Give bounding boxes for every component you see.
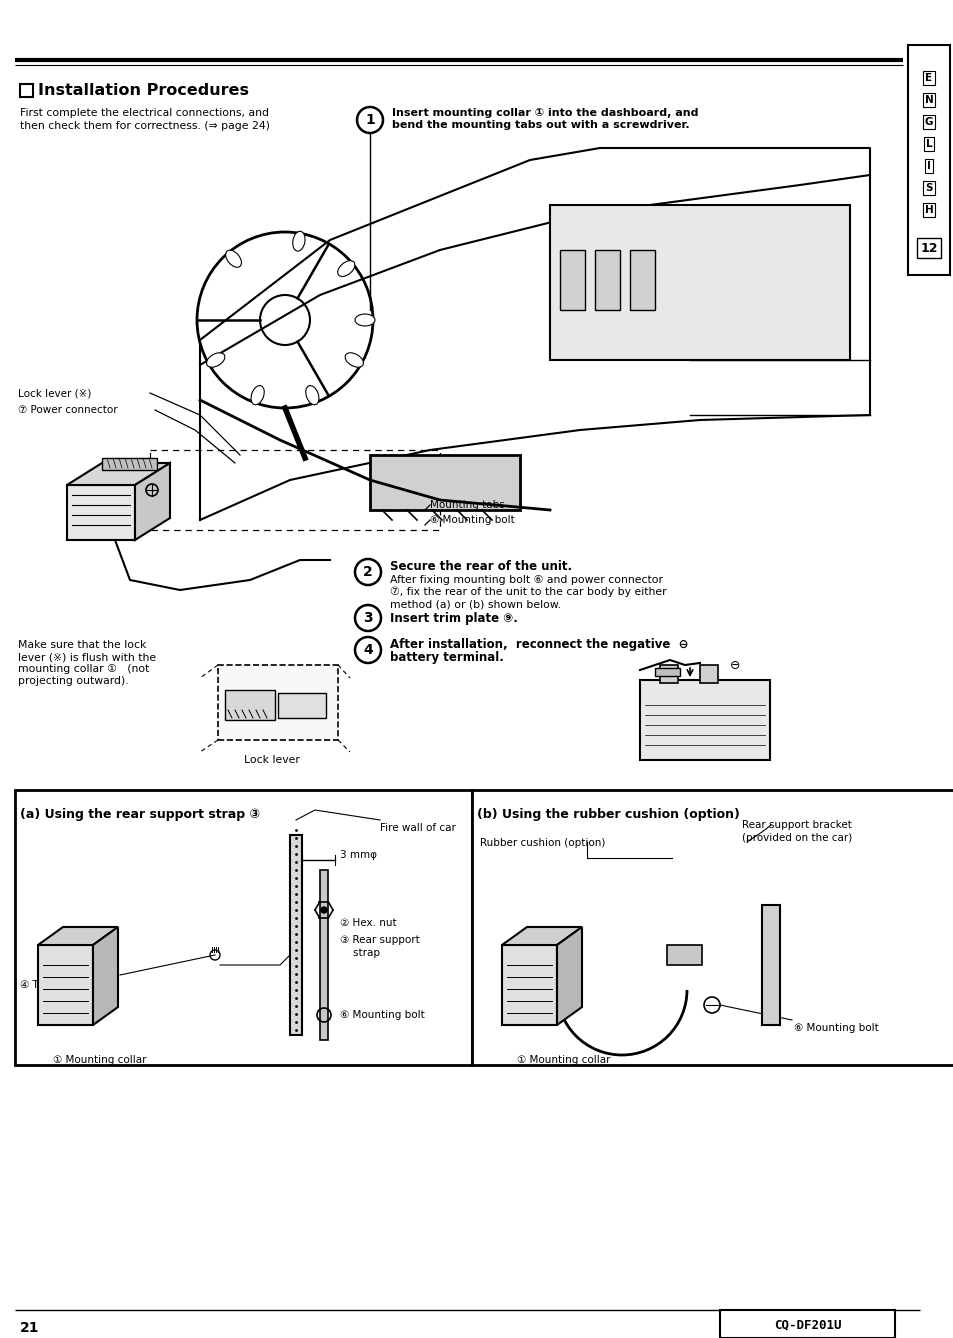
Ellipse shape bbox=[337, 261, 355, 277]
Text: S: S bbox=[924, 183, 932, 193]
Text: Insert trim plate ⑨.: Insert trim plate ⑨. bbox=[390, 611, 517, 625]
Bar bbox=[559, 250, 584, 310]
Text: ① Mounting collar: ① Mounting collar bbox=[517, 1054, 610, 1065]
Bar bbox=[218, 665, 337, 740]
Text: ⊖: ⊖ bbox=[729, 658, 740, 672]
Ellipse shape bbox=[345, 353, 363, 367]
Bar bbox=[225, 690, 274, 720]
Text: Secure the rear of the unit.: Secure the rear of the unit. bbox=[390, 561, 572, 573]
Bar bbox=[700, 665, 718, 682]
Text: 4: 4 bbox=[363, 644, 373, 657]
Ellipse shape bbox=[251, 385, 264, 405]
Text: bend the mounting tabs out with a screwdriver.: bend the mounting tabs out with a screwd… bbox=[392, 120, 689, 130]
Ellipse shape bbox=[226, 250, 241, 268]
Text: Lock lever: Lock lever bbox=[244, 755, 299, 765]
Text: lever (※) is flush with the: lever (※) is flush with the bbox=[18, 652, 156, 662]
Bar bbox=[639, 680, 769, 760]
Bar bbox=[472, 789, 953, 1065]
Text: ⑦, fix the rear of the unit to the car body by either: ⑦, fix the rear of the unit to the car b… bbox=[390, 587, 666, 598]
Circle shape bbox=[355, 637, 380, 664]
Text: ⑥ Mounting bolt: ⑥ Mounting bolt bbox=[430, 515, 515, 524]
Text: N: N bbox=[923, 95, 932, 104]
Text: projecting outward).: projecting outward). bbox=[18, 676, 129, 686]
Circle shape bbox=[355, 559, 380, 585]
Bar bbox=[20, 84, 33, 96]
Text: ③ Rear support: ③ Rear support bbox=[339, 935, 419, 945]
Polygon shape bbox=[501, 927, 581, 945]
Text: mounting collar ①   (not: mounting collar ① (not bbox=[18, 664, 150, 674]
Text: Installation Procedures: Installation Procedures bbox=[38, 83, 249, 98]
Text: 21: 21 bbox=[20, 1321, 39, 1335]
Text: 2: 2 bbox=[363, 565, 373, 579]
Text: After fixing mounting bolt ⑥ and power connector: After fixing mounting bolt ⑥ and power c… bbox=[390, 575, 662, 585]
Text: 3 mmφ: 3 mmφ bbox=[339, 850, 376, 860]
Bar bbox=[720, 1310, 894, 1338]
Text: (provided on the car): (provided on the car) bbox=[741, 834, 851, 843]
Ellipse shape bbox=[306, 385, 318, 405]
Text: Rear support bracket: Rear support bracket bbox=[741, 820, 851, 830]
Text: Fire wall of car: Fire wall of car bbox=[379, 823, 456, 834]
Text: ④ Tapping screw: ④ Tapping screw bbox=[20, 979, 107, 990]
Circle shape bbox=[320, 907, 327, 913]
Text: 3: 3 bbox=[363, 611, 373, 625]
Bar bbox=[67, 484, 135, 541]
Bar bbox=[38, 945, 92, 1025]
Text: Lock lever (※): Lock lever (※) bbox=[18, 388, 91, 397]
Text: strap: strap bbox=[339, 949, 379, 958]
Ellipse shape bbox=[293, 231, 305, 252]
Bar bbox=[370, 455, 519, 510]
Polygon shape bbox=[67, 463, 170, 484]
Bar bbox=[550, 205, 849, 360]
Text: I: I bbox=[926, 161, 930, 171]
Bar bbox=[907, 45, 949, 276]
Text: ⑥ Mounting bolt: ⑥ Mounting bolt bbox=[339, 1010, 424, 1020]
Polygon shape bbox=[92, 927, 118, 1025]
Text: (b) Using the rubber cushion (option): (b) Using the rubber cushion (option) bbox=[476, 808, 740, 822]
Text: Mounting tabs: Mounting tabs bbox=[430, 500, 504, 510]
Polygon shape bbox=[666, 945, 701, 965]
Polygon shape bbox=[557, 927, 581, 1025]
Text: battery terminal.: battery terminal. bbox=[390, 652, 503, 664]
Text: CQ-DF201U: CQ-DF201U bbox=[774, 1318, 841, 1331]
Text: (a) Using the rear support strap ③: (a) Using the rear support strap ③ bbox=[20, 808, 260, 822]
Bar bbox=[501, 945, 557, 1025]
Polygon shape bbox=[135, 463, 170, 541]
Bar bbox=[629, 250, 655, 310]
Bar bbox=[595, 250, 619, 310]
Text: L: L bbox=[924, 139, 931, 149]
Bar bbox=[102, 458, 157, 470]
Bar bbox=[15, 789, 472, 1065]
Text: ⑦ Power connector: ⑦ Power connector bbox=[18, 405, 117, 415]
Text: ⑥ Mounting bolt: ⑥ Mounting bolt bbox=[793, 1024, 878, 1033]
Polygon shape bbox=[38, 927, 118, 945]
Text: Insert mounting collar ① into the dashboard, and: Insert mounting collar ① into the dashbo… bbox=[392, 108, 698, 118]
Text: Rubber cushion (option): Rubber cushion (option) bbox=[479, 838, 605, 848]
Bar bbox=[277, 693, 326, 719]
Text: 12: 12 bbox=[920, 241, 937, 254]
Bar bbox=[655, 668, 679, 676]
Text: ② Hex. nut: ② Hex. nut bbox=[339, 918, 396, 929]
Circle shape bbox=[355, 605, 380, 632]
Text: E: E bbox=[924, 74, 932, 83]
Text: G: G bbox=[923, 116, 932, 127]
Ellipse shape bbox=[207, 353, 225, 367]
Bar bbox=[761, 904, 780, 1025]
Text: After installation,  reconnect the negative  ⊖: After installation, reconnect the negati… bbox=[390, 638, 688, 652]
Circle shape bbox=[356, 107, 382, 132]
Bar bbox=[290, 835, 302, 1036]
Bar bbox=[319, 870, 328, 1040]
Text: method (a) or (b) shown below.: method (a) or (b) shown below. bbox=[390, 599, 560, 609]
Text: then check them for correctness. (⇒ page 24): then check them for correctness. (⇒ page… bbox=[20, 120, 270, 131]
Text: Make sure that the lock: Make sure that the lock bbox=[18, 640, 146, 650]
Ellipse shape bbox=[355, 314, 375, 326]
Text: First complete the electrical connections, and: First complete the electrical connection… bbox=[20, 108, 269, 118]
Text: ① Mounting collar: ① Mounting collar bbox=[53, 1054, 147, 1065]
Bar bbox=[659, 665, 678, 682]
Text: H: H bbox=[923, 205, 932, 215]
Text: 1: 1 bbox=[365, 112, 375, 127]
